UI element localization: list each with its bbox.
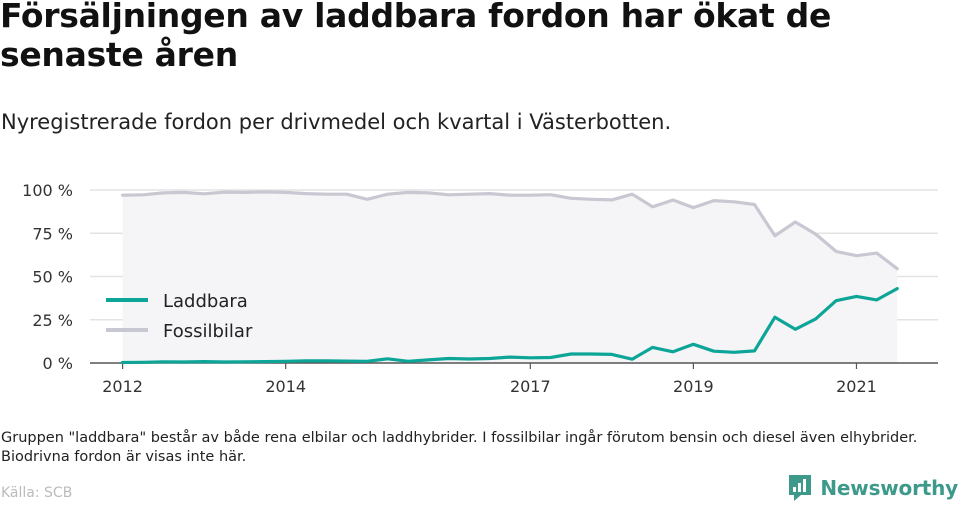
y-tick-label-100: 100 % xyxy=(22,181,73,200)
legend-label-fossilbilar: Fossilbilar xyxy=(163,321,253,342)
line-chart: 0 % 25 % 50 % 75 % 100 % 2012 2014 2017 2019 202… xyxy=(22,181,938,396)
newsworthy-logo-icon xyxy=(789,475,812,501)
footnote: Gruppen "laddbara" består av både rena e… xyxy=(1,430,918,465)
y-tick-label-75: 75 % xyxy=(32,224,73,243)
chart-title: Försäljningen av laddbara fordon har öka… xyxy=(0,0,832,74)
y-tick-label-25: 25 % xyxy=(32,311,73,330)
x-tick-label-2019: 2019 xyxy=(673,377,714,396)
series-line-laddbara xyxy=(121,287,899,365)
series-lines xyxy=(121,190,899,365)
series-line-fossilbilar xyxy=(121,190,899,271)
x-tick-label-2017: 2017 xyxy=(510,377,551,396)
y-tick-label-50: 50 % xyxy=(32,268,73,287)
chart-subtitle: Nyregistrerade fordon per drivmedel och … xyxy=(1,110,672,134)
x-axis-ticks: 2012 2014 2017 2019 2021 xyxy=(102,363,877,396)
y-axis-tick-labels: 0 % 25 % 50 % 75 % 100 % xyxy=(22,181,73,373)
y-tick-label-0: 0 % xyxy=(43,354,73,373)
source-label: Källa: SCB xyxy=(1,485,73,501)
legend: Laddbara Fossilbilar xyxy=(106,291,253,342)
x-tick-label-2021: 2021 xyxy=(836,377,877,396)
x-tick-label-2012: 2012 xyxy=(102,377,143,396)
legend-label-laddbara: Laddbara xyxy=(163,291,248,312)
x-tick-label-2014: 2014 xyxy=(265,377,306,396)
fossil-area-fill xyxy=(122,191,898,363)
brand-name: Newsworthy xyxy=(820,476,958,500)
newsworthy-brand[interactable]: Newsworthy xyxy=(787,473,958,503)
